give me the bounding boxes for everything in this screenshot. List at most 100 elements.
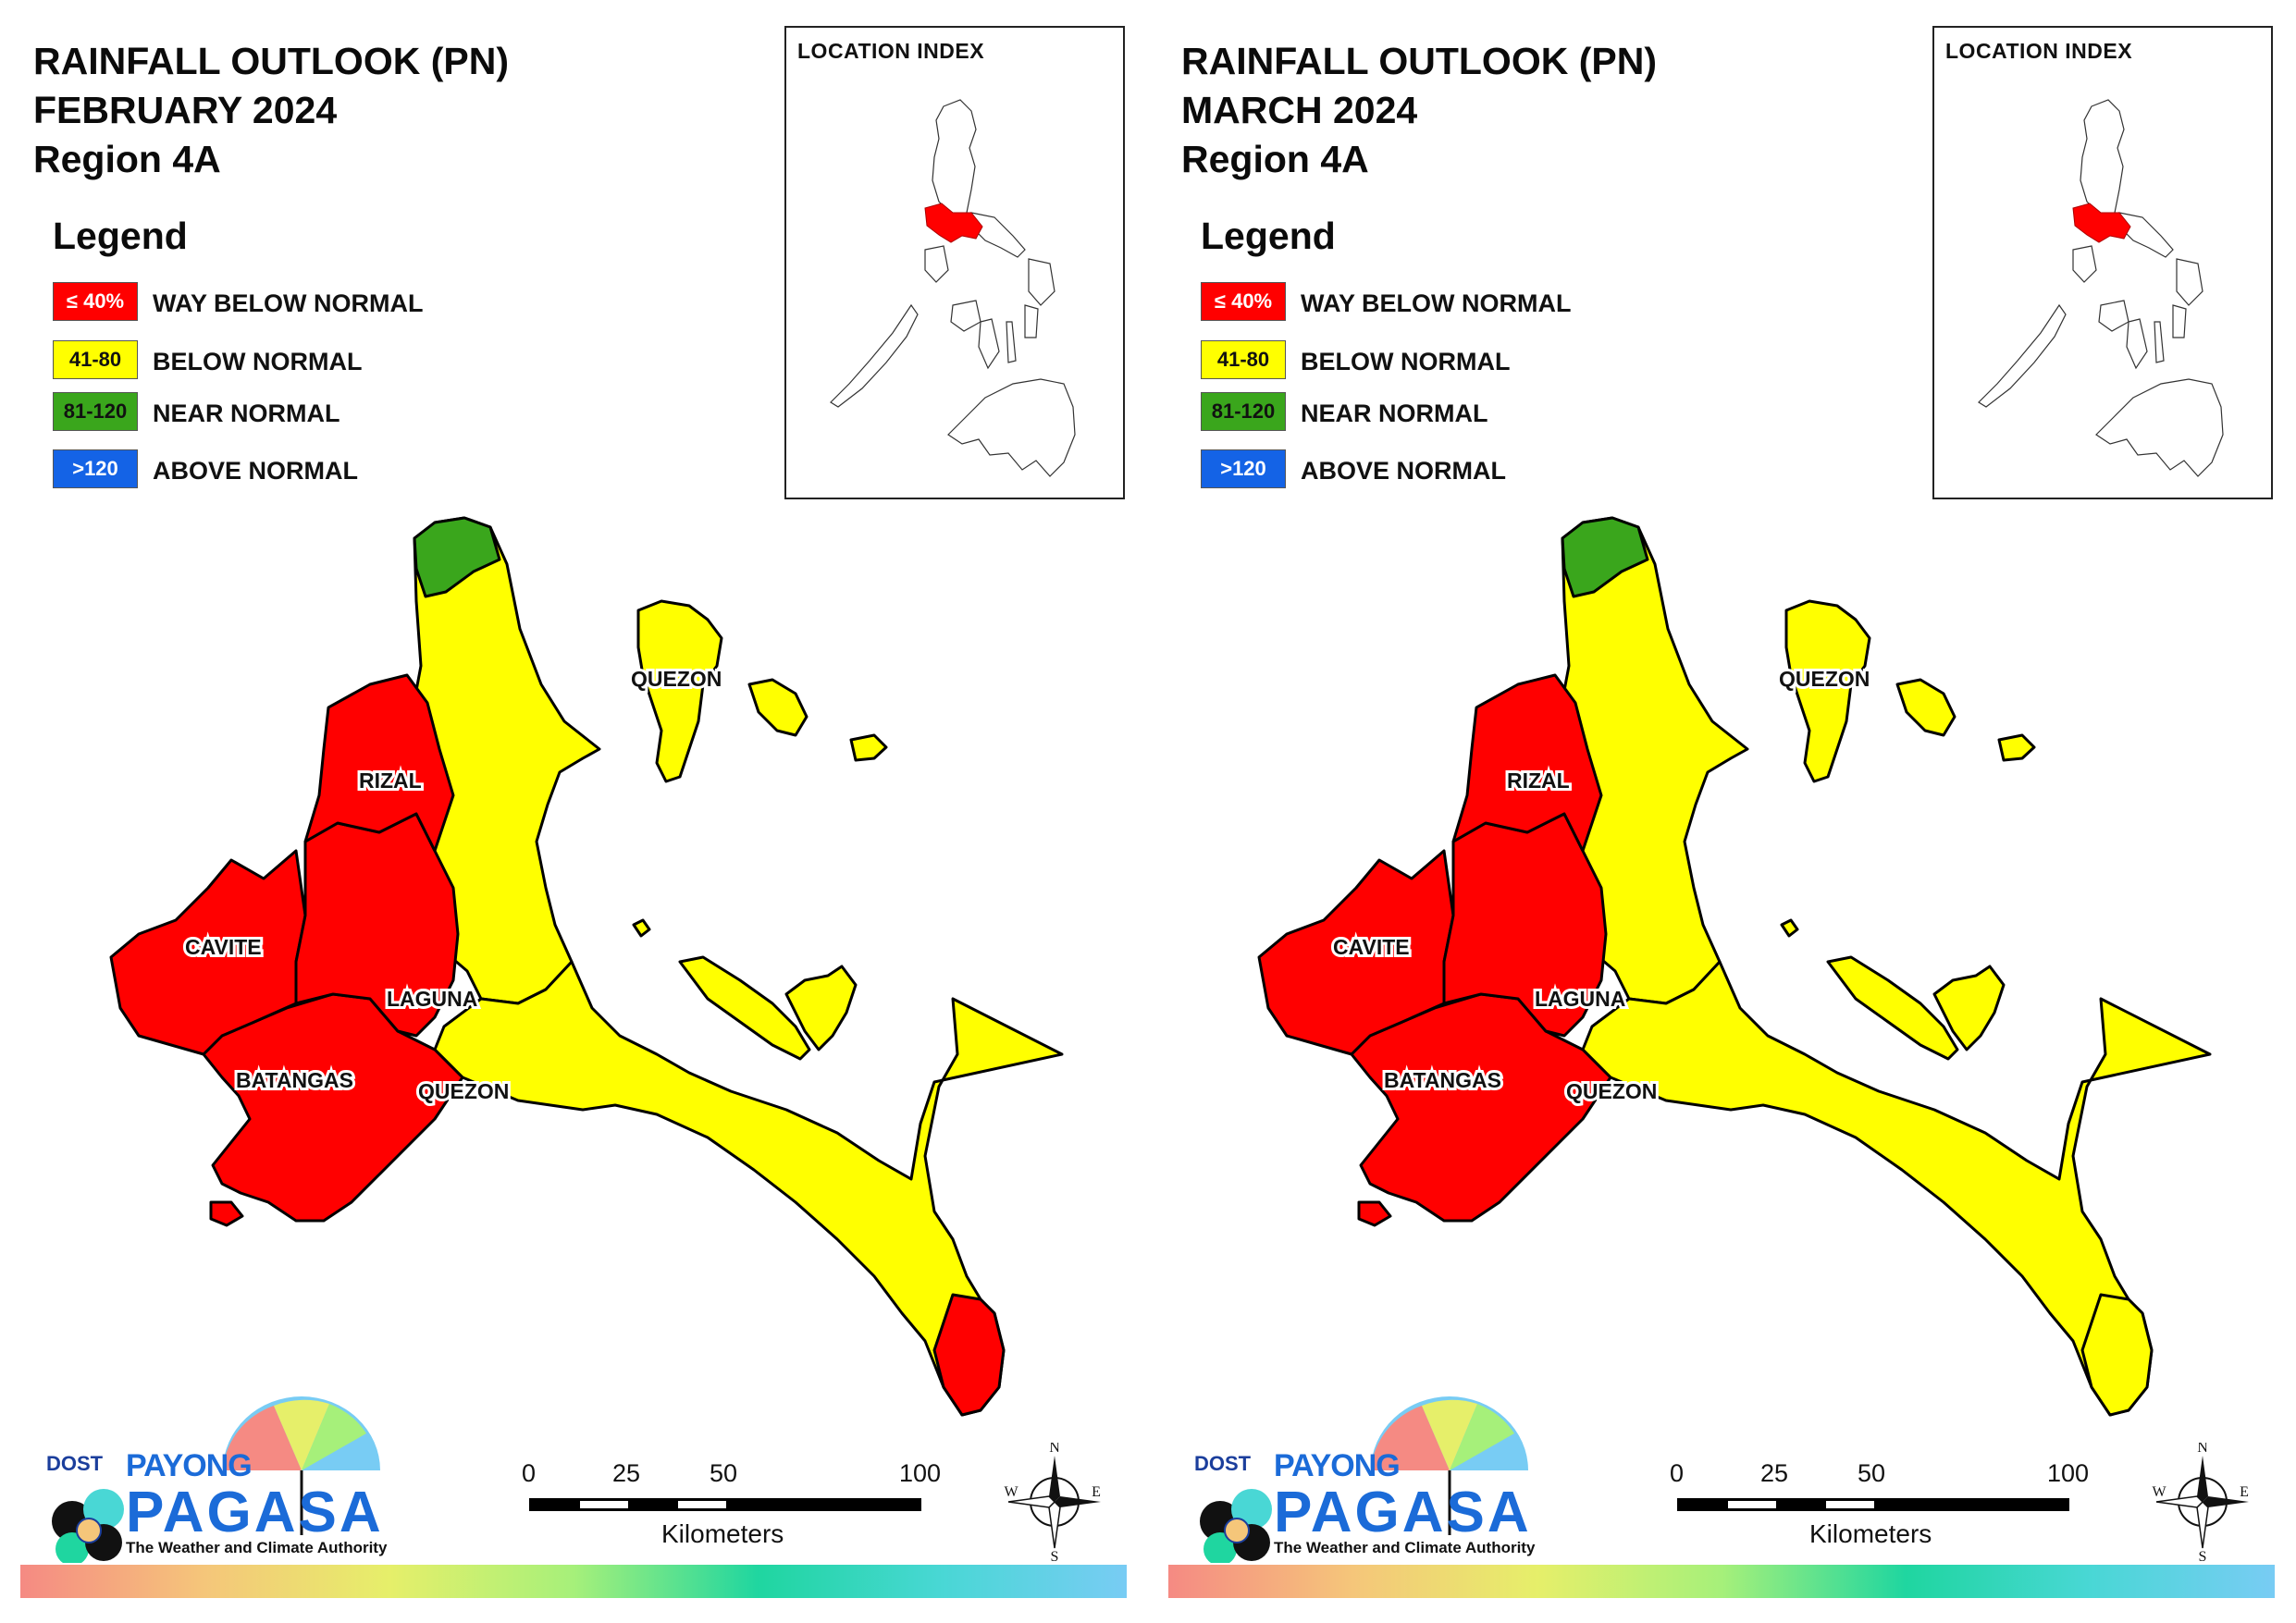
region-4a-highlight bbox=[2072, 203, 2131, 243]
label-batangas: BATANGAS bbox=[236, 1068, 353, 1092]
legend-swatch: 41-80 bbox=[1201, 340, 1286, 379]
compass-n: N bbox=[2197, 1443, 2208, 1456]
location-index-title: LOCATION INDEX bbox=[797, 39, 985, 63]
bicol-outline bbox=[970, 212, 1026, 258]
small-islet bbox=[1780, 918, 1799, 938]
samar-outline bbox=[2176, 258, 2203, 306]
logo-tagline: The Weather and Climate Authority bbox=[1274, 1539, 1536, 1556]
batangas-islet bbox=[209, 1200, 244, 1227]
map-title: RAINFALL OUTLOOK (PN) FEBRUARY 2024 Regi… bbox=[33, 37, 509, 184]
quezon-peninsula-east bbox=[784, 965, 858, 1051]
color-gradient-bar bbox=[20, 1565, 1127, 1598]
location-index-title: LOCATION INDEX bbox=[1945, 39, 2133, 63]
batangas bbox=[202, 992, 464, 1223]
province-labels: RIZAL CAVITE LAGUNA BATANGAS QUEZON QUEZ… bbox=[1330, 664, 1872, 1106]
panay-outline bbox=[950, 300, 981, 332]
umbrella-logo-icon bbox=[52, 1396, 380, 1563]
label-rizal: RIZAL bbox=[359, 768, 422, 793]
compass-e: E bbox=[2240, 1484, 2249, 1500]
logo-pagasa-text: PAGASA bbox=[126, 1481, 384, 1544]
compass-w: W bbox=[2152, 1484, 2166, 1500]
quezon-southern-tip bbox=[2080, 1293, 2154, 1417]
rizal bbox=[303, 673, 455, 853]
outlook-panel-march: RAINFALL OUTLOOK (PN) MARCH 2024 Region … bbox=[1148, 0, 2296, 1623]
compass-s: S bbox=[2199, 1549, 2207, 1563]
legend-swatch: >120 bbox=[53, 449, 138, 488]
scale-label-25: 25 bbox=[1760, 1459, 1789, 1487]
logo-dost-text: DOST bbox=[1194, 1452, 1252, 1475]
quezon-south-body bbox=[1581, 960, 2212, 1417]
quezon-north-tip bbox=[413, 516, 501, 598]
title-line-3: Region 4A bbox=[1181, 138, 1369, 180]
outlook-panel-february: RAINFALL OUTLOOK (PN) FEBRUARY 2024 Regi… bbox=[20, 26, 1127, 1598]
scale-bar bbox=[1677, 1498, 2069, 1511]
scale-label-25: 25 bbox=[612, 1459, 641, 1487]
quezon-north-islands bbox=[1784, 599, 1871, 783]
bicol-outline bbox=[2118, 212, 2174, 258]
compass-rose-icon: N S E W bbox=[2152, 1443, 2249, 1563]
rizal bbox=[1451, 673, 1603, 853]
leyte-outline bbox=[1024, 304, 1039, 338]
quezon-islet-1 bbox=[1895, 678, 1957, 737]
map-title: RAINFALL OUTLOOK (PN) MARCH 2024 Region … bbox=[1181, 37, 1657, 184]
quezon-north-islands bbox=[636, 599, 723, 783]
label-rizal: RIZAL bbox=[1507, 768, 1570, 793]
logo-payong-text: PAYONG bbox=[126, 1448, 253, 1483]
batangas bbox=[1350, 992, 1612, 1223]
mindanao-outline bbox=[2095, 378, 2224, 477]
scale-label-50: 50 bbox=[710, 1459, 738, 1487]
province-labels: RIZAL CAVITE LAGUNA BATANGAS QUEZON QUEZ… bbox=[182, 664, 724, 1106]
location-index-box: LOCATION INDEX bbox=[1932, 26, 2273, 499]
scale-label-0: 0 bbox=[1670, 1459, 1685, 1487]
label-laguna: LAGUNA bbox=[387, 987, 477, 1011]
quezon-islet-1 bbox=[747, 678, 809, 737]
color-gradient-bar bbox=[1168, 1565, 2275, 1598]
umbrella-logo-icon bbox=[1200, 1396, 1528, 1563]
legend-label: ABOVE NORMAL bbox=[153, 457, 358, 485]
legend-swatch: ≤ 40% bbox=[53, 282, 138, 321]
title-line-1: RAINFALL OUTLOOK (PN) bbox=[33, 40, 509, 82]
scale-label-50: 50 bbox=[1858, 1459, 1886, 1487]
philippines-index-map bbox=[1978, 99, 2224, 477]
scale-label-100: 100 bbox=[899, 1459, 942, 1487]
label-cavite: CAVITE bbox=[1333, 935, 1410, 959]
negros-outline bbox=[978, 318, 1000, 370]
compass-n: N bbox=[1049, 1443, 1060, 1456]
small-islet bbox=[632, 918, 651, 938]
batangas-islet bbox=[1357, 1200, 1392, 1227]
label-quezon-south: QUEZON bbox=[1566, 1079, 1657, 1103]
legend-title: Legend bbox=[1201, 215, 1336, 257]
legend-swatch: >120 bbox=[1201, 449, 1286, 488]
label-quezon-south: QUEZON bbox=[418, 1079, 509, 1103]
legend-label: BELOW NORMAL bbox=[153, 348, 363, 375]
logo-payong-text: PAYONG bbox=[1274, 1448, 1401, 1483]
title-line-3: Region 4A bbox=[33, 138, 221, 180]
mindanao-outline bbox=[947, 378, 1076, 477]
location-index-box: LOCATION INDEX bbox=[784, 26, 1125, 499]
region-4a-map: RIZAL CAVITE LAGUNA BATANGAS QUEZON QUEZ… bbox=[1257, 516, 2212, 1511]
title-line-2: MARCH 2024 bbox=[1181, 89, 1418, 131]
quezon-north-tip bbox=[1561, 516, 1649, 598]
compass-s: S bbox=[1051, 1549, 1059, 1563]
title-line-1: RAINFALL OUTLOOK (PN) bbox=[1181, 40, 1657, 82]
scale-unit: Kilometers bbox=[1809, 1519, 1932, 1548]
scale-label-100: 100 bbox=[2047, 1459, 2090, 1487]
title-line-2: FEBRUARY 2024 bbox=[33, 89, 338, 131]
alabat-island bbox=[678, 955, 811, 1061]
mindoro-outline bbox=[924, 245, 949, 283]
label-laguna: LAGUNA bbox=[1535, 987, 1625, 1011]
legend-label: BELOW NORMAL bbox=[1301, 348, 1511, 375]
compass-e: E bbox=[1092, 1484, 1101, 1500]
legend-label: ABOVE NORMAL bbox=[1301, 457, 1506, 485]
logo-dost-text: DOST bbox=[46, 1452, 104, 1475]
cebu-outline bbox=[1006, 321, 1017, 363]
label-cavite: CAVITE bbox=[185, 935, 262, 959]
palawan-outline bbox=[830, 303, 919, 408]
legend-swatch: ≤ 40% bbox=[1201, 282, 1286, 321]
samar-outline bbox=[1028, 258, 1055, 306]
legend-label: NEAR NORMAL bbox=[153, 400, 340, 427]
quezon-islet-2 bbox=[1997, 733, 2036, 762]
mindoro-outline bbox=[2072, 245, 2097, 283]
compass-rose-icon: N S E W bbox=[1004, 1443, 1101, 1563]
legend-label: NEAR NORMAL bbox=[1301, 400, 1488, 427]
